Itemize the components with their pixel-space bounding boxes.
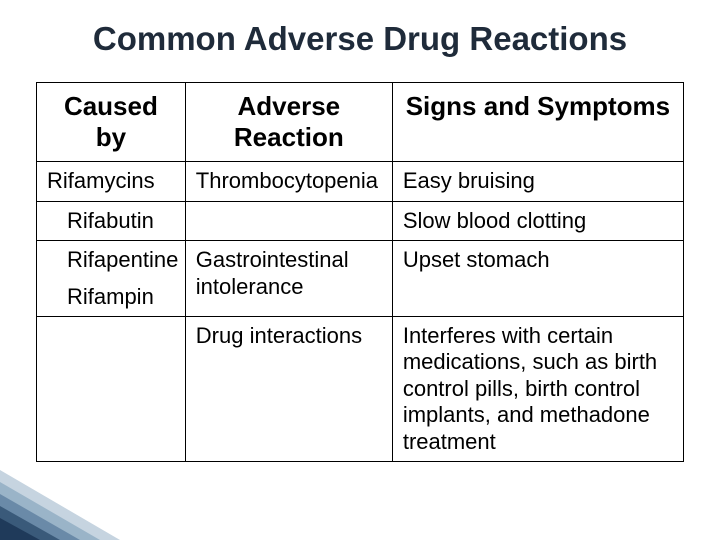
- cell-caused: Rifabutin: [37, 201, 186, 240]
- col-header-caused-by: Caused by: [37, 83, 186, 162]
- cell-reaction: [185, 201, 392, 240]
- cell-caused: Rifapentine Rifampin: [37, 241, 186, 317]
- indented-drug: Rifapentine: [47, 247, 175, 273]
- table-row: Rifabutin Slow blood clotting: [37, 201, 684, 240]
- cell-signs: Upset stomach: [392, 241, 683, 317]
- table-row: Drug interactions Interferes with certai…: [37, 316, 684, 461]
- col-header-signs-symptoms: Signs and Symptoms: [392, 83, 683, 162]
- indented-drug: Rifabutin: [47, 208, 175, 234]
- table-header-row: Caused by Adverse Reaction Signs and Sym…: [37, 83, 684, 162]
- cell-reaction: Gastrointestinal intolerance: [185, 241, 392, 317]
- adr-table: Caused by Adverse Reaction Signs and Sym…: [36, 82, 684, 462]
- decorative-corner: [0, 460, 140, 540]
- cell-caused: [37, 316, 186, 461]
- slide-content: Common Adverse Drug Reactions Caused by …: [0, 0, 720, 462]
- col-header-adverse-reaction: Adverse Reaction: [185, 83, 392, 162]
- cell-reaction: Thrombocytopenia: [185, 162, 392, 201]
- cell-signs: Slow blood clotting: [392, 201, 683, 240]
- cell-signs: Interferes with certain medications, suc…: [392, 316, 683, 461]
- cell-signs: Easy bruising: [392, 162, 683, 201]
- table-row: Rifamycins Thrombocytopenia Easy bruisin…: [37, 162, 684, 201]
- cell-reaction: Drug interactions: [185, 316, 392, 461]
- cell-caused: Rifamycins: [37, 162, 186, 201]
- indented-drug: Rifampin: [47, 284, 175, 310]
- page-title: Common Adverse Drug Reactions: [36, 20, 684, 58]
